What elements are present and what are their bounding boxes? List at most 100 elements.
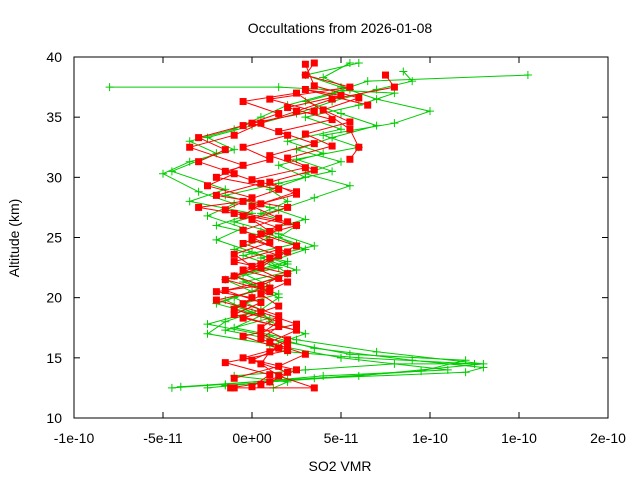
data-point-square — [293, 326, 300, 334]
data-point-plus — [328, 167, 337, 176]
data-point-square — [275, 274, 283, 282]
data-point-square — [275, 246, 283, 254]
x-tick-label: 5e-11 — [324, 430, 359, 446]
data-point-square — [230, 272, 238, 280]
data-point-square — [239, 240, 247, 248]
data-point-plus — [176, 382, 185, 391]
data-point-plus — [230, 199, 239, 208]
data-point-plus — [274, 263, 283, 272]
data-point-square — [248, 356, 256, 364]
data-point-square — [257, 230, 265, 238]
x-tick-label: 2e-10 — [590, 430, 626, 446]
data-point-square — [230, 306, 238, 314]
data-point-square — [230, 258, 238, 266]
data-point-plus — [461, 356, 470, 365]
data-point-plus — [354, 59, 363, 68]
x-tick-label: -1e-10 — [54, 430, 95, 446]
data-point-plus — [301, 329, 310, 338]
data-point-plus — [274, 161, 283, 170]
data-point-square — [328, 95, 336, 103]
data-point-square — [195, 134, 203, 142]
data-point-plus — [310, 193, 319, 202]
data-point-square — [301, 164, 309, 172]
data-point-square — [248, 119, 256, 127]
data-point-square — [310, 166, 318, 174]
data-point-square — [257, 179, 265, 187]
data-point-square — [301, 85, 309, 93]
data-point-square — [230, 209, 238, 217]
data-point-square — [275, 110, 283, 118]
data-point-plus — [479, 363, 488, 372]
data-point-square — [284, 342, 292, 350]
data-point-plus — [310, 374, 319, 383]
data-point-square — [284, 154, 292, 162]
data-point-square — [212, 296, 220, 304]
plot-area — [105, 59, 532, 392]
data-point-square — [221, 359, 229, 367]
data-point-square — [186, 143, 194, 151]
data-point-square — [284, 368, 292, 376]
data-point-square — [257, 330, 265, 338]
data-point-square — [284, 203, 292, 211]
data-point-plus — [212, 235, 221, 244]
x-tick-label: 1e-10 — [501, 430, 537, 446]
data-point-plus — [248, 247, 256, 256]
data-point-square — [266, 378, 274, 386]
data-point-square — [275, 344, 283, 352]
data-point-square — [248, 236, 256, 244]
data-point-plus — [203, 329, 212, 338]
data-point-plus — [328, 133, 337, 142]
data-point-square — [204, 182, 211, 190]
data-point-plus — [203, 320, 212, 329]
data-point-plus — [239, 251, 248, 260]
data-point-square — [284, 270, 292, 278]
data-point-square — [328, 142, 336, 150]
y-tick-label: 25 — [46, 230, 62, 246]
data-point-plus — [194, 187, 203, 196]
data-point-square — [284, 218, 292, 226]
data-point-square — [248, 176, 256, 184]
data-point-square — [310, 384, 318, 392]
axis-ticks: -1e-10 -5e-11 0e+00 5e-11 1e-10 1e-10 2e-10 10 1… — [46, 49, 626, 446]
data-point-square — [266, 284, 274, 292]
data-point-plus — [167, 383, 176, 392]
data-point-square — [230, 384, 238, 392]
data-point-square — [275, 128, 283, 136]
data-point-square — [266, 95, 274, 103]
y-tick-label: 15 — [46, 350, 62, 366]
data-point-square — [275, 312, 283, 320]
data-point-square — [239, 212, 247, 220]
data-point-square — [301, 60, 309, 68]
x-tick-label: 0e+00 — [232, 430, 272, 446]
data-point-square — [275, 214, 283, 222]
data-point-square — [230, 250, 238, 258]
data-point-square — [212, 191, 220, 199]
red-series-4 — [221, 60, 363, 391]
data-point-square — [293, 190, 300, 198]
data-point-square — [239, 226, 247, 234]
data-point-plus — [185, 157, 194, 166]
data-point-square — [257, 290, 265, 298]
data-point-plus — [212, 221, 221, 230]
data-point-plus — [292, 335, 301, 344]
data-point-square — [221, 167, 229, 175]
data-point-plus — [159, 169, 167, 178]
data-point-plus — [230, 145, 239, 154]
x-axis-label: SO2 VMR — [308, 458, 371, 474]
data-point-square — [284, 347, 292, 355]
data-point-square — [248, 202, 256, 210]
data-point-plus — [523, 71, 532, 80]
data-point-plus — [345, 350, 354, 359]
data-point-square — [239, 354, 247, 362]
data-point-square — [195, 203, 203, 211]
data-point-square — [310, 140, 318, 148]
data-point-square — [239, 314, 247, 322]
data-point-square — [230, 374, 238, 382]
data-point-square — [390, 83, 398, 91]
data-point-square — [248, 383, 256, 391]
data-point-plus — [319, 131, 328, 140]
data-point-plus — [337, 353, 345, 362]
y-axis-label: Altitude (km) — [6, 199, 22, 278]
data-point-plus — [372, 347, 381, 356]
